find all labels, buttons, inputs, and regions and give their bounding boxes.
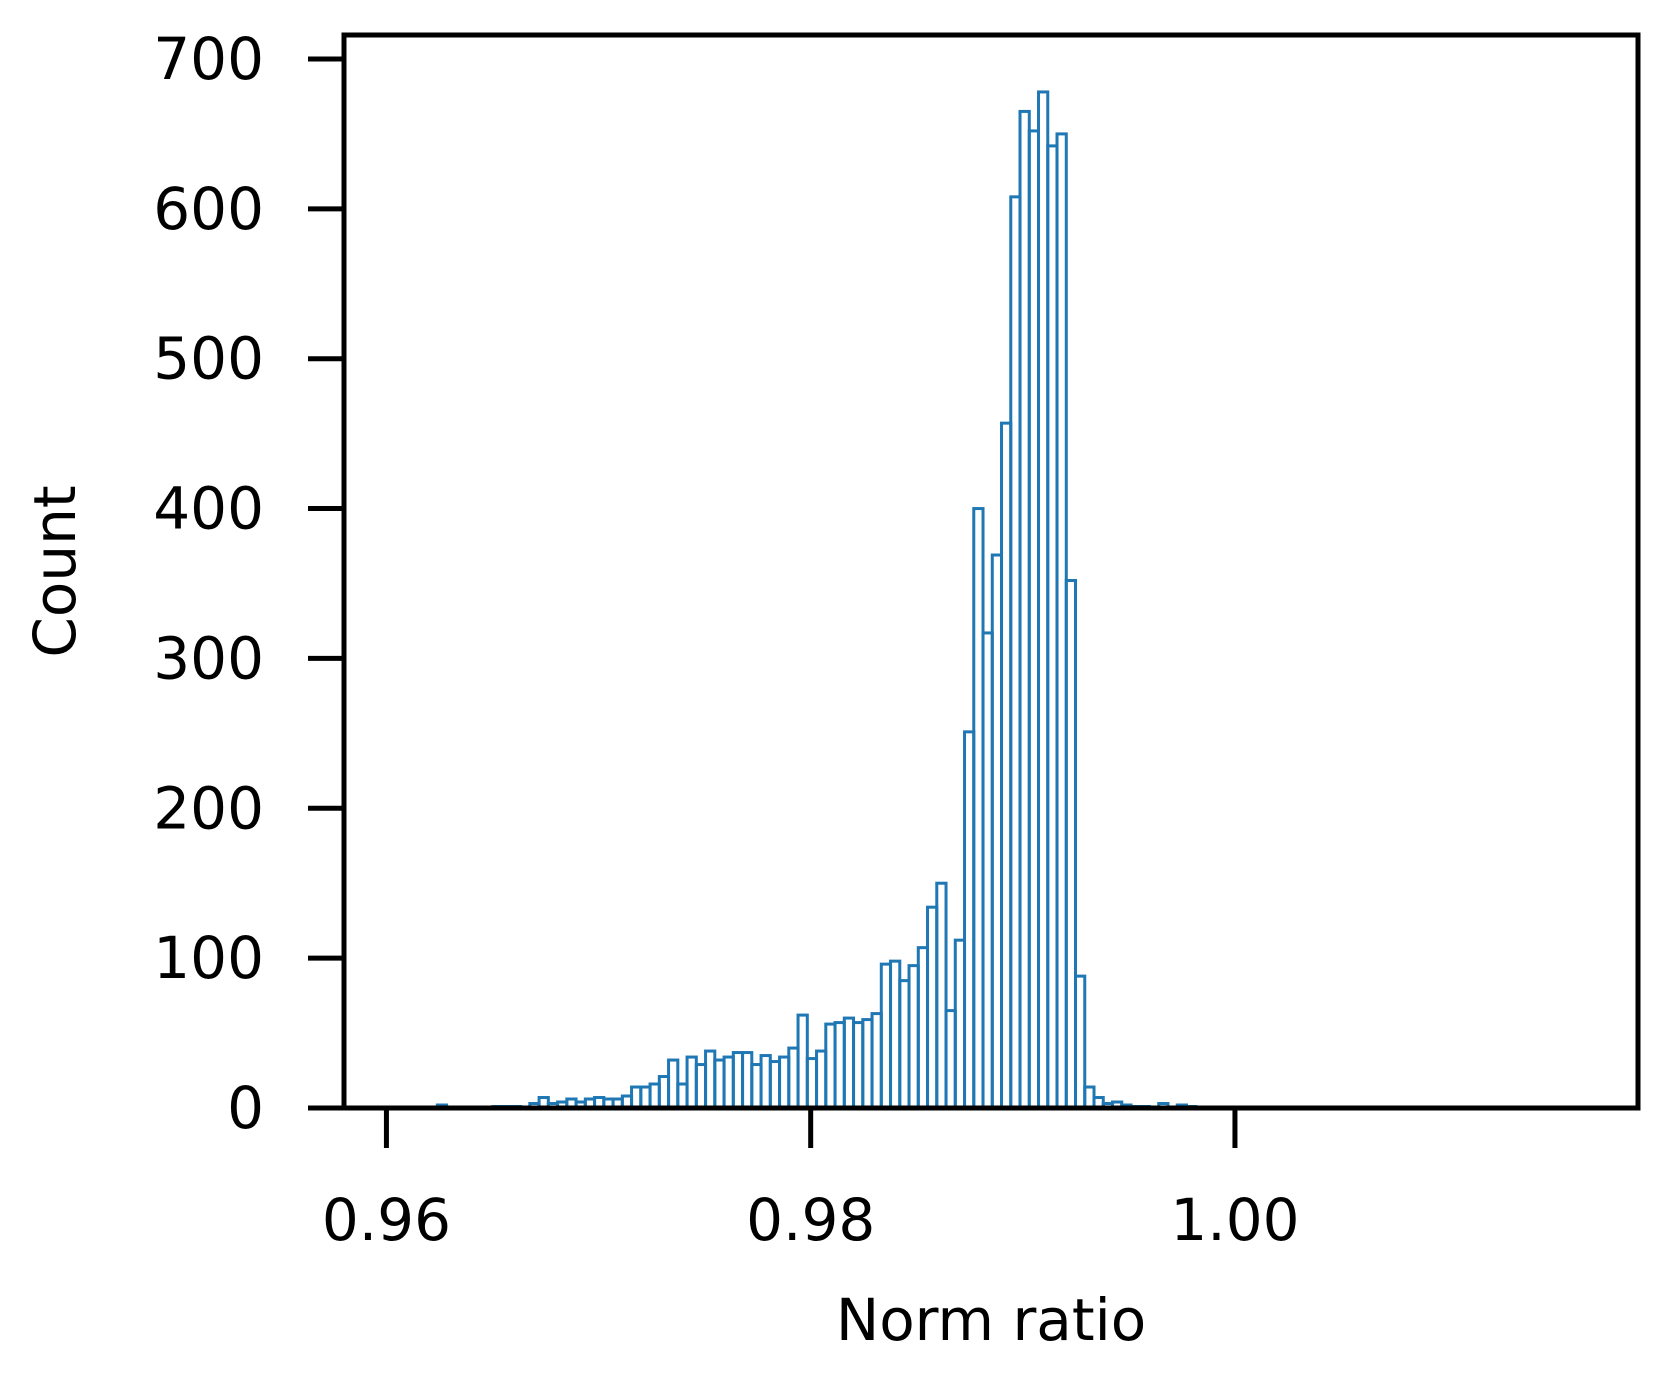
y-axis-ticks: 0 100 200 300 400 500 600 700 xyxy=(153,25,344,1142)
y-tick-label: 400 xyxy=(153,475,264,543)
x-axis-title: Norm ratio xyxy=(836,1286,1146,1354)
histogram-bars xyxy=(435,90,1198,1110)
x-tick-label: 1.00 xyxy=(1170,1186,1299,1254)
y-tick-label: 100 xyxy=(153,924,264,992)
y-axis-title: Count xyxy=(21,485,89,657)
y-tick-label: 0 xyxy=(227,1074,264,1142)
x-tick-label: 0.98 xyxy=(746,1186,875,1254)
y-tick-label: 700 xyxy=(153,25,264,93)
x-axis-ticks: 0.96 0.98 1.00 xyxy=(322,1108,1300,1254)
y-tick-label: 300 xyxy=(153,624,264,692)
plot-frame xyxy=(341,32,1641,1111)
x-tick-label: 0.96 xyxy=(322,1186,451,1254)
y-tick-label: 200 xyxy=(153,774,264,842)
y-tick-label: 600 xyxy=(153,175,264,243)
y-tick-label: 500 xyxy=(153,325,264,393)
